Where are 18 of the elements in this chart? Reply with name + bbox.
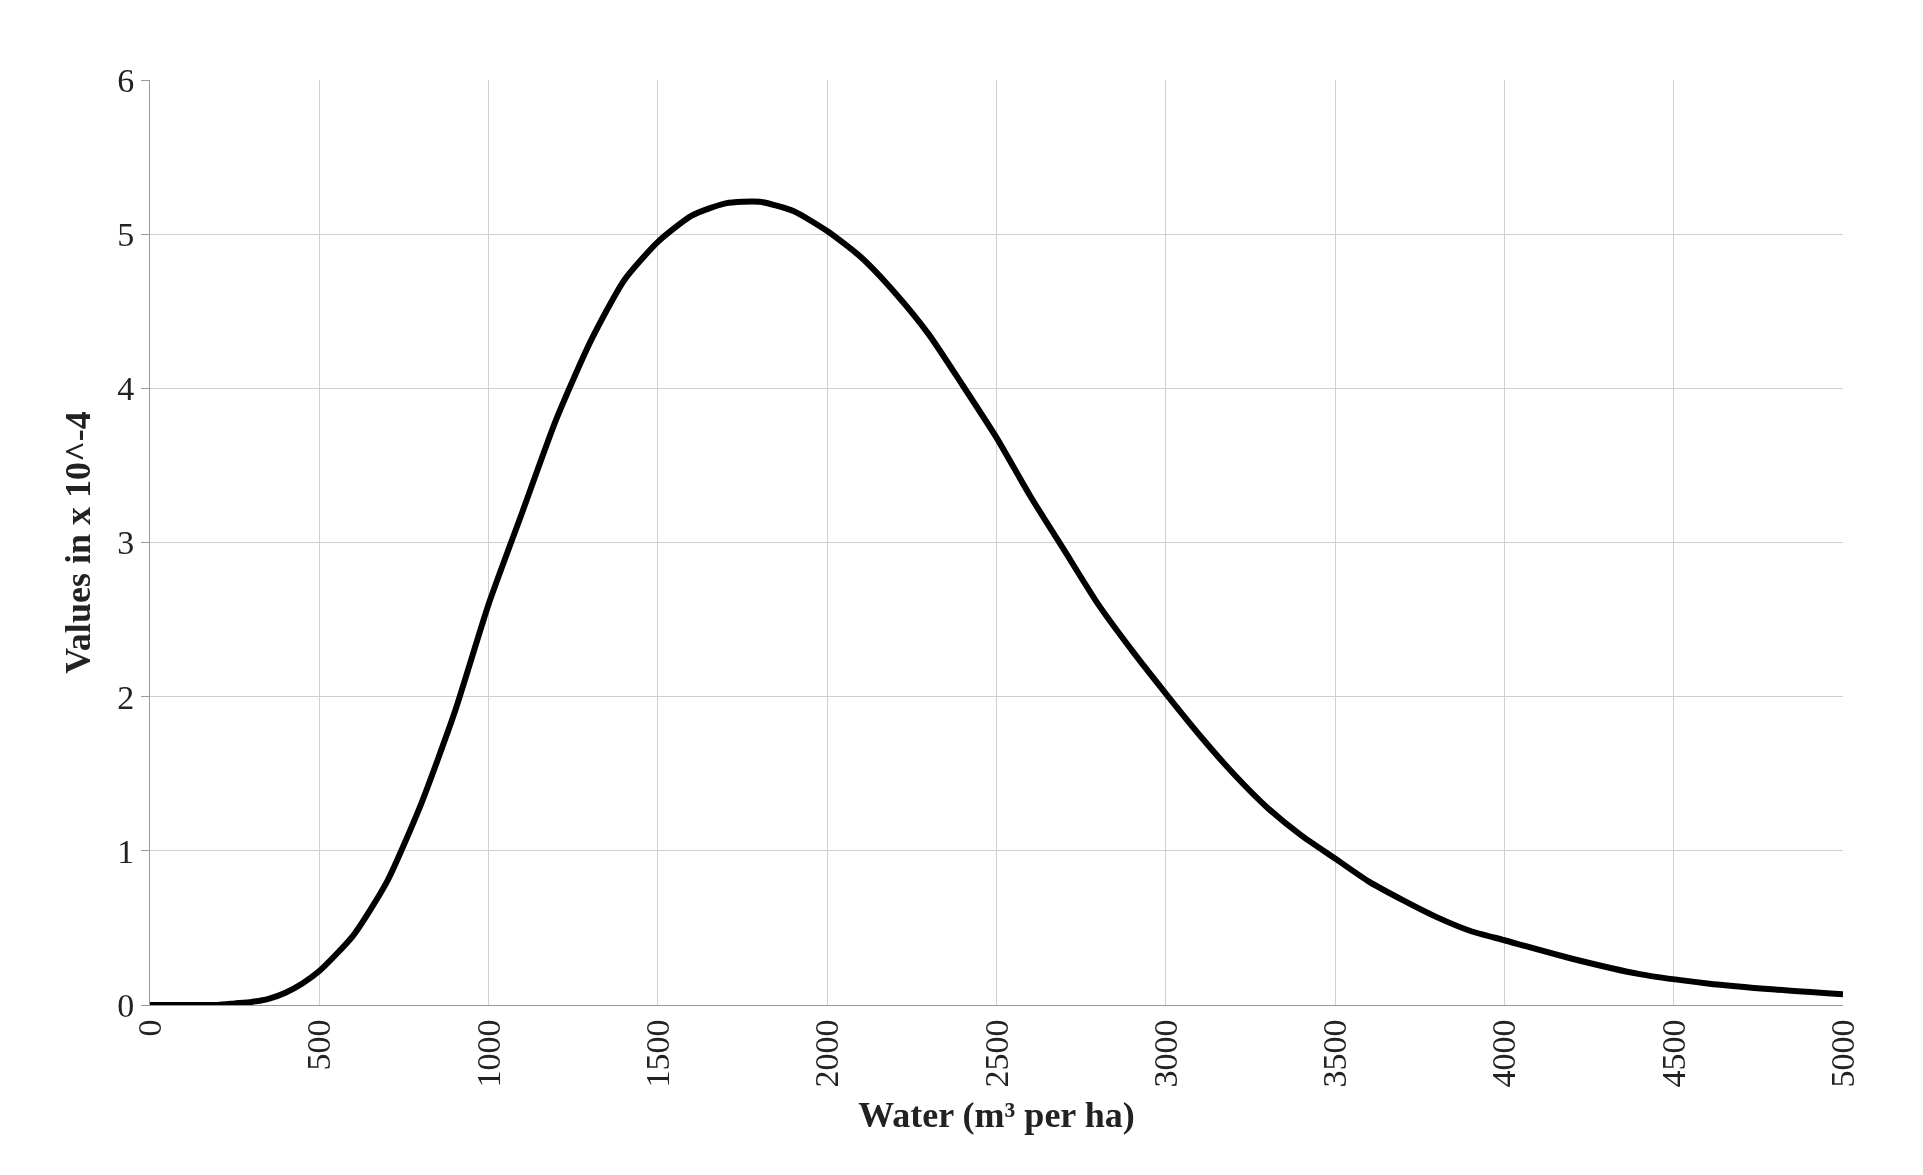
y-tick-label: 1 bbox=[117, 832, 135, 870]
y-tick-label: 4 bbox=[117, 370, 135, 408]
x-tick-label: 2000 bbox=[808, 1019, 846, 1088]
x-tick-label: 2500 bbox=[977, 1019, 1015, 1088]
x-tick-label: 1500 bbox=[638, 1019, 676, 1088]
x-tick-label: 4500 bbox=[1654, 1019, 1692, 1088]
x-tick-label: 3500 bbox=[1316, 1019, 1354, 1088]
y-axis-title: Values in x 10^-4 bbox=[58, 411, 99, 674]
x-tick-label: 1000 bbox=[469, 1019, 507, 1088]
y-tick-label: 2 bbox=[117, 678, 135, 716]
x-tick-label: 3000 bbox=[1146, 1019, 1184, 1088]
y-tick-label: 3 bbox=[117, 524, 135, 562]
x-tick-label: 5000 bbox=[1824, 1019, 1862, 1088]
y-tick-label: 5 bbox=[117, 216, 135, 254]
x-axis-title: Water (m³ per ha) bbox=[858, 1095, 1135, 1136]
x-tick-label: 4000 bbox=[1485, 1019, 1523, 1088]
y-tick-label: 6 bbox=[117, 61, 135, 99]
x-tick-label: 500 bbox=[300, 1019, 338, 1071]
